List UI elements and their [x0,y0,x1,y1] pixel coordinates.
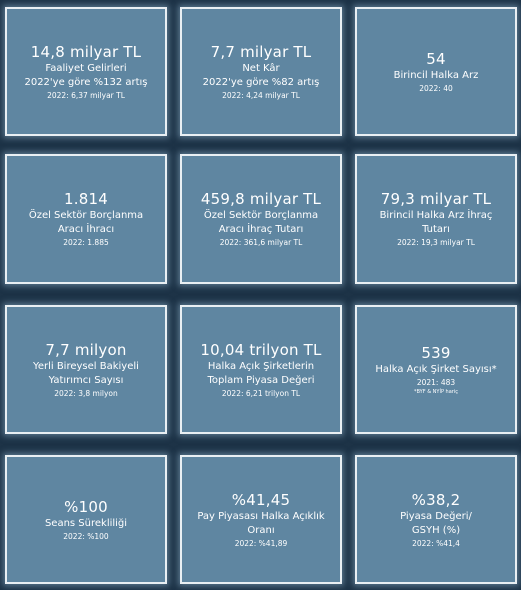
stat-previous: 2022: 40 [419,83,453,93]
stat-label: Özel Sektör Borçlanma [28,210,144,221]
stat-label: 2022'ye göre %82 artış [202,76,320,88]
stat-footnote: *BYF & NYİP hariç [414,388,458,395]
stat-previous: 2022: 19,3 milyar TL [397,238,475,247]
stat-value: %41,45 [231,490,291,509]
stat-previous: 2022: 6,21 trilyon TL [221,388,301,398]
stat-value: 7,7 milyon [45,340,127,359]
stat-previous: 2022: %41,4 [412,538,460,548]
stat-card-retail-investors: 7,7 milyon Yerli Bireysel Bakiyeli Yatır… [5,305,167,434]
stat-previous: 2022: %41,89 [234,538,288,548]
stat-card-session-continuity: %100 Seans Sürekliliği 2022: %100 [5,455,167,584]
stat-value: %38,2 [411,490,461,509]
stat-value: 459,8 milyar TL [200,190,322,208]
stat-label: Özel Sektör Borçlanma [203,210,319,221]
stat-label: Birincil Halka Arz [393,69,479,81]
stat-label: Yerli Bireysel Bakiyeli [33,360,139,372]
stat-previous: 2022: 6,37 milyar TL [47,90,125,100]
stat-label: Piyasa Değeri/ [400,510,472,522]
stat-label: Oranı [247,524,275,536]
stat-previous: 2022: %100 [63,531,109,541]
stat-value: 10,04 trilyon TL [200,340,322,359]
stat-previous: 2022: 4,24 milyar TL [222,90,300,100]
stat-label: Faaliyet Gelirleri [45,62,127,74]
stat-previous: 2022: 3,8 milyon [54,388,118,398]
stat-label: Aracı İhraç Tutarı [218,224,304,235]
stat-label: Aracı İhracı [57,224,115,235]
stat-label: Tutarı [422,224,450,235]
stat-card-private-debt-issuance: 1.814 Özel Sektör Borçlanma Aracı İhracı… [5,154,167,284]
stat-value: 14,8 milyar TL [30,42,142,61]
stat-label: Yatırımcı Sayısı [48,374,124,386]
stat-label: 2022'ye göre %132 artış [24,76,148,88]
stat-value: 7,7 milyar TL [210,42,312,61]
stat-value: 79,3 milyar TL [380,190,492,208]
stat-card-market-cap-to-gdp: %38,2 Piyasa Değeri/ GSYH (%) 2022: %41,… [355,455,517,584]
stat-card-ipo-issuance-amount: 79,3 milyar TL Birincil Halka Arz İhraç … [355,154,517,284]
stat-card-operating-income: 14,8 milyar TL Faaliyet Gelirleri 2022'y… [5,7,167,136]
stat-label: Toplam Piyasa Değeri [207,374,315,386]
stat-card-net-profit: 7,7 milyar TL Net Kâr 2022'ye göre %82 a… [180,7,342,136]
stat-value: 54 [426,49,446,68]
stat-card-free-float-ratio: %41,45 Pay Piyasası Halka Açıklık Oranı … [180,455,342,584]
stat-label: Net Kâr [242,62,280,74]
stat-card-market-cap: 10,04 trilyon TL Halka Açık Şirketlerin … [180,305,342,434]
stat-card-private-debt-issuance-amount: 459,8 milyar TL Özel Sektör Borçlanma Ar… [180,154,342,284]
stat-value: 539 [421,343,451,362]
stat-value: %100 [64,497,108,516]
stat-value: 1.814 [64,190,108,208]
stat-previous: 2022: 361,6 milyar TL [219,238,303,247]
stat-label: Seans Sürekliliği [44,517,128,529]
stat-label: Pay Piyasası Halka Açıklık [197,510,325,522]
stat-previous: 2022: 1.885 [63,238,109,247]
stat-previous: 2021: 483 [416,377,456,387]
stat-card-primary-public-offering: 54 Birincil Halka Arz 2022: 40 [355,7,517,136]
stat-label: Birincil Halka Arz İhraç [379,210,493,221]
stat-label: Halka Açık Şirketlerin [207,360,315,372]
stat-label: Halka Açık Şirket Sayısı* [375,363,497,375]
stat-label: GSYH (%) [411,524,461,536]
stat-card-listed-companies: 539 Halka Açık Şirket Sayısı* 2021: 483 … [355,305,517,434]
